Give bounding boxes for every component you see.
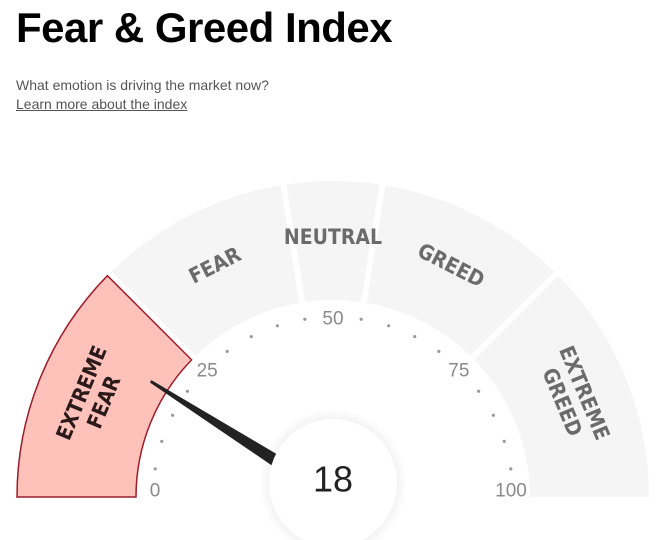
learn-more-link[interactable]: Learn more about the index xyxy=(16,96,188,112)
gauge-tick-dots xyxy=(153,317,513,471)
gauge-tick-dot xyxy=(153,467,157,471)
gauge-tick-label: 100 xyxy=(495,481,527,502)
gauge-tick-dot xyxy=(185,389,189,393)
gauge-tick-dot xyxy=(387,324,391,328)
gauge-tick-label: 25 xyxy=(197,361,218,382)
gauge-tick-dot xyxy=(477,389,481,393)
gauge-tick-dot xyxy=(491,413,495,417)
gauge-tick-dot xyxy=(171,413,175,417)
gauge-tick-dot xyxy=(437,349,441,353)
gauge-tick-label: 0 xyxy=(150,481,161,502)
gauge-hub xyxy=(269,419,397,540)
gauge-segment-fear xyxy=(111,185,300,356)
gauge-segment-extreme-greed xyxy=(474,275,649,497)
page-title: Fear & Greed Index xyxy=(16,4,393,51)
gauge-tick-dot xyxy=(160,439,164,443)
page-subtitle: What emotion is driving the market now? xyxy=(16,77,269,93)
gauge-tick-dot xyxy=(225,349,229,353)
gauge-tick-dot xyxy=(249,335,253,339)
gauge-tick-dot xyxy=(303,317,307,321)
gauge-tick-label: 50 xyxy=(322,309,343,330)
gauge-needle xyxy=(149,380,289,472)
gauge-tick-dot xyxy=(413,335,417,339)
gauge-segment-neutral xyxy=(286,181,380,302)
gauge-segment-extreme-fear xyxy=(16,274,193,498)
gauge-segments xyxy=(16,181,649,498)
gauge-label-neutral: NEUTRAL xyxy=(284,225,382,249)
gauge-tick-dot xyxy=(502,439,506,443)
gauge-tick-label: 75 xyxy=(448,361,469,382)
gauge-tick-labels: 0 25 50 75 100 xyxy=(150,309,527,502)
gauge-tick-dot xyxy=(509,467,513,471)
gauge-tick-dot xyxy=(359,317,363,321)
gauge-score-value: 18 xyxy=(313,459,353,500)
gauge-tick-dot xyxy=(275,324,279,328)
gauge-segment-greed xyxy=(366,185,555,356)
